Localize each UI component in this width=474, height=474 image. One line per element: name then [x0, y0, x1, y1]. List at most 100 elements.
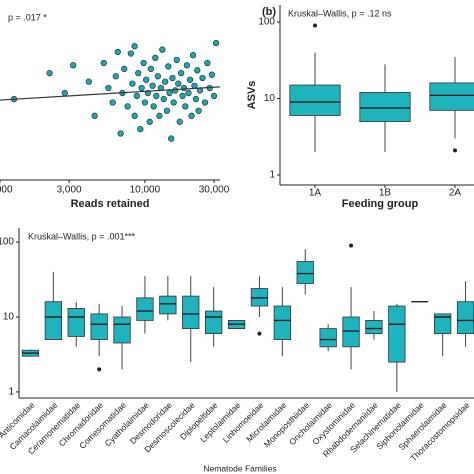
outlier — [349, 243, 354, 248]
point — [140, 59, 147, 67]
y-axis-label: ASVs — [246, 81, 258, 110]
point — [137, 125, 144, 133]
y-tick-label: 10 — [3, 312, 15, 323]
point — [185, 89, 192, 97]
point — [166, 89, 173, 97]
box — [319, 328, 337, 348]
point — [133, 92, 140, 100]
point — [141, 99, 149, 106]
box — [434, 313, 452, 335]
outlier — [97, 367, 102, 372]
point — [169, 74, 176, 82]
point — [188, 112, 195, 119]
point — [138, 84, 145, 92]
point — [159, 46, 166, 53]
box — [136, 297, 154, 321]
point — [194, 67, 201, 74]
point — [156, 112, 163, 119]
point — [46, 70, 53, 77]
point — [135, 70, 142, 77]
point — [112, 73, 119, 80]
point — [147, 65, 155, 73]
box — [289, 84, 341, 116]
box — [296, 261, 314, 284]
point — [179, 92, 186, 100]
point — [70, 62, 77, 69]
outlier — [257, 331, 262, 336]
point — [192, 95, 200, 103]
point — [210, 92, 218, 100]
point — [201, 99, 209, 106]
x-tick-label: 10,000 — [130, 185, 161, 196]
x-axis-label: Nematode Families — [203, 463, 276, 473]
x-tick-label: 2A — [449, 188, 462, 199]
point — [127, 50, 134, 57]
x-tick-label: 1,000 — [0, 185, 13, 196]
point — [168, 135, 175, 142]
point — [142, 76, 150, 83]
point — [176, 118, 183, 125]
point — [129, 80, 136, 87]
point — [117, 130, 124, 137]
box — [456, 301, 474, 335]
x-tick-label: 1B — [379, 188, 392, 199]
point — [131, 43, 138, 50]
point — [175, 80, 182, 87]
outlier — [453, 148, 457, 153]
point — [182, 103, 189, 110]
point — [91, 112, 98, 119]
y-tick-label: 10 — [264, 93, 276, 104]
point — [152, 54, 159, 62]
outlier — [313, 23, 317, 28]
point — [178, 70, 185, 77]
point — [61, 89, 68, 97]
point — [153, 92, 160, 100]
x-axis-label: Reads retained — [71, 198, 150, 210]
point — [124, 103, 131, 110]
point — [204, 59, 211, 67]
point — [114, 48, 121, 56]
point — [149, 82, 156, 89]
point — [170, 99, 177, 106]
box — [342, 316, 360, 348]
box — [359, 92, 411, 122]
point — [195, 107, 202, 114]
point — [150, 103, 157, 110]
point — [183, 62, 191, 69]
point — [146, 118, 153, 125]
box — [429, 82, 474, 111]
point — [172, 87, 179, 94]
point — [131, 112, 138, 119]
box — [90, 313, 108, 340]
point — [212, 39, 220, 47]
panel-label: (b) — [262, 6, 276, 18]
point — [208, 71, 216, 78]
box — [273, 305, 291, 340]
box — [365, 320, 383, 335]
box — [113, 316, 131, 344]
box — [182, 295, 200, 330]
point — [100, 59, 107, 67]
x-tick-label: 1A — [309, 188, 322, 199]
point — [160, 95, 167, 103]
annotation: Kruskal–Wallis, p = .12 ns — [288, 8, 392, 18]
x-axis-label: Feeding group — [342, 198, 419, 210]
box — [205, 310, 223, 335]
y-tick-label: 1 — [8, 387, 14, 398]
annotation: Kruskal–Wallis, p = .001*** — [28, 231, 135, 241]
point — [199, 74, 206, 82]
point — [163, 107, 171, 114]
box — [44, 301, 62, 340]
point — [173, 56, 180, 63]
point — [189, 52, 197, 59]
point — [165, 63, 172, 70]
point — [154, 73, 162, 80]
point — [161, 78, 169, 85]
box — [388, 305, 406, 363]
point — [85, 78, 92, 85]
x-tick-label: 30,000 — [199, 185, 230, 196]
point — [121, 65, 128, 73]
point — [186, 76, 194, 83]
y-tick-label: 1 — [269, 170, 275, 181]
